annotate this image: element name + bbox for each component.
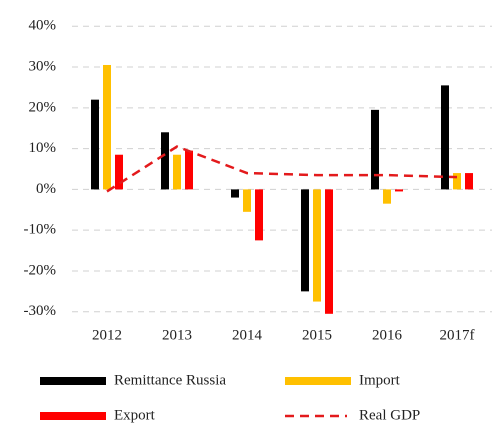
bar [465, 173, 473, 190]
bar [383, 189, 391, 204]
bar [395, 189, 403, 192]
bar [243, 189, 251, 212]
bar [103, 64, 111, 190]
legend-swatch [285, 377, 351, 385]
bar [231, 189, 239, 198]
bar [371, 109, 379, 190]
legend-swatch [40, 412, 106, 420]
bar [301, 189, 309, 292]
y-tick-label: 40% [29, 18, 57, 34]
y-tick-label: -20% [24, 262, 57, 278]
bar [441, 85, 449, 190]
y-tick-label: 20% [29, 99, 57, 115]
legend-label: Import [359, 372, 401, 388]
bar [255, 189, 263, 241]
bar [161, 132, 169, 190]
x-tick-label: 2015 [302, 327, 332, 343]
x-tick-label: 2017f [440, 327, 475, 343]
bar [91, 99, 99, 190]
line [106, 145, 458, 193]
bar [173, 154, 181, 190]
legend-label: Export [114, 407, 156, 423]
x-tick-label: 2014 [232, 327, 263, 343]
y-tick-label: 30% [29, 58, 57, 74]
y-tick-label: 0% [36, 181, 56, 197]
legend-swatch [40, 377, 106, 385]
y-tick-label: -30% [24, 303, 57, 319]
legend-label: Real GDP [359, 407, 420, 423]
y-tick-label: 10% [29, 140, 57, 156]
x-tick-label: 2016 [372, 327, 403, 343]
bar [185, 150, 193, 190]
legend-label: Remittance Russia [114, 372, 226, 388]
bar [453, 173, 461, 190]
x-tick-label: 2013 [162, 327, 192, 343]
x-tick-label: 2012 [92, 327, 122, 343]
bar [313, 189, 321, 302]
bar [325, 189, 333, 314]
bar [115, 154, 123, 190]
y-tick-label: -10% [24, 222, 57, 238]
